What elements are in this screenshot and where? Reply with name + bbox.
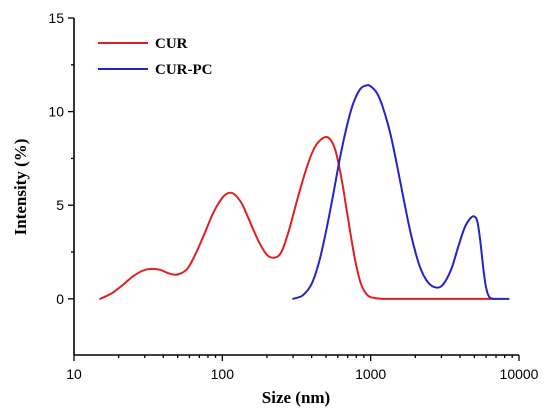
x-tick-label: 10 [66,366,82,382]
legend: CUR CUR-PC [98,36,213,78]
tick-group: 10 100 1000 10000 0 5 10 15 [48,10,538,382]
y-tick-label: 5 [56,197,64,213]
y-tick-label: 15 [48,10,64,26]
x-axis-title: Size (nm) [262,388,330,407]
x-tick-label: 1000 [355,366,386,382]
y-tick-label: 0 [56,291,64,307]
legend-label: CUR-PC [155,62,213,78]
legend-label: CUR [155,36,188,52]
x-tick-label: 100 [211,366,235,382]
series-line-cur [99,135,498,300]
x-tick-label: 10000 [500,366,539,382]
series-line-cur-pc [292,84,510,300]
series-layer [99,84,510,300]
y-axis-title: Intensity (%) [11,139,30,236]
y-tick-label: 10 [48,104,64,120]
